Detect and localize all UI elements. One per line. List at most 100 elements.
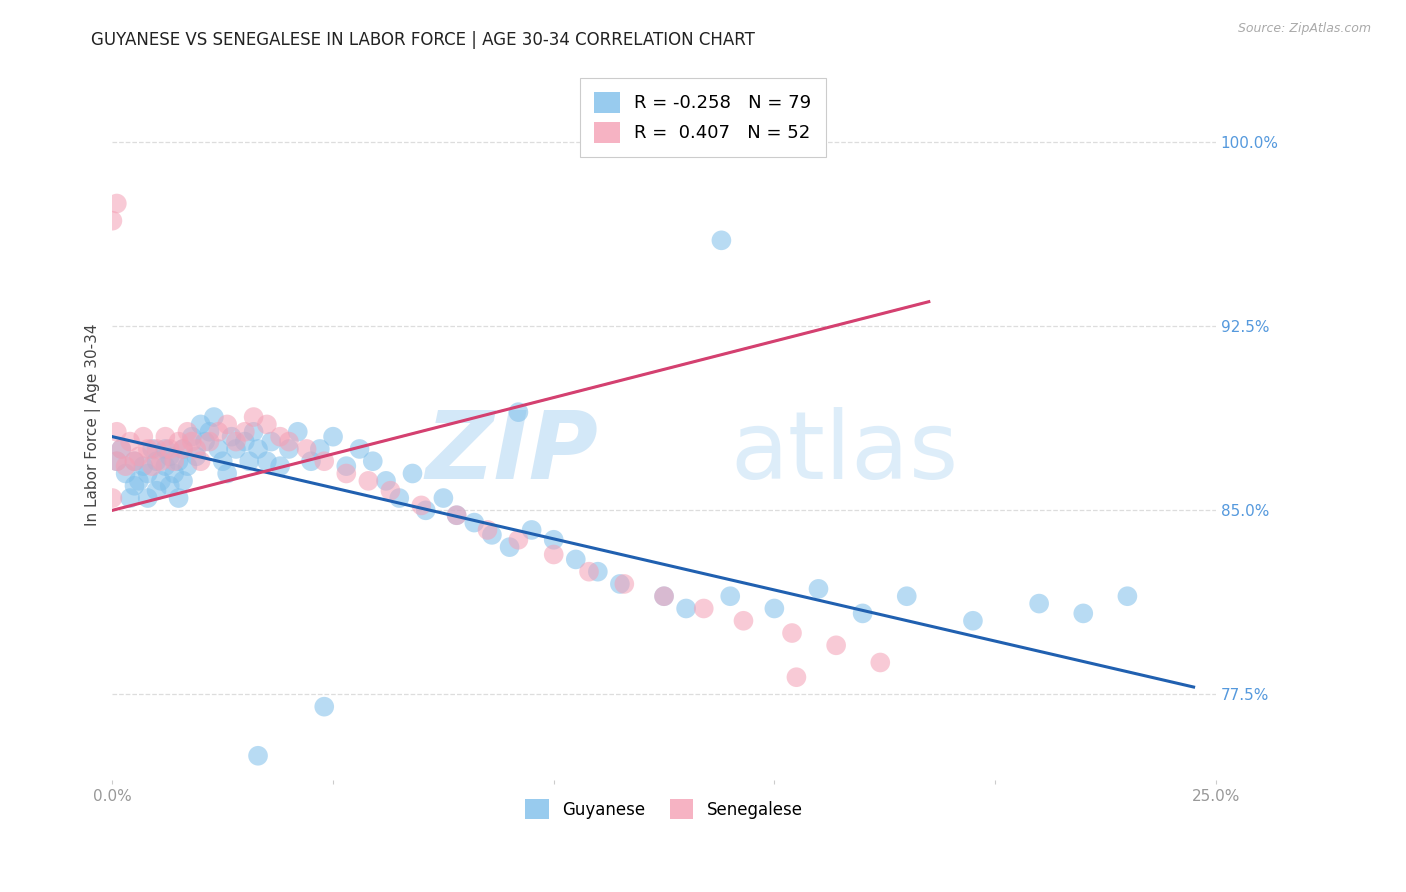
- Point: [114, 459, 136, 474]
- Point: [105, 425, 128, 439]
- Point: [710, 233, 733, 247]
- Point: [586, 565, 609, 579]
- Point: [1071, 607, 1094, 621]
- Point: [217, 417, 239, 432]
- Text: GUYANESE VS SENEGALESE IN LABOR FORCE | AGE 30-34 CORRELATION CHART: GUYANESE VS SENEGALESE IN LABOR FORCE | …: [91, 31, 755, 49]
- Point: [132, 459, 155, 474]
- Point: [207, 425, 229, 439]
- Point: [186, 442, 208, 456]
- Point: [159, 442, 181, 456]
- Point: [361, 454, 384, 468]
- Point: [411, 499, 433, 513]
- Point: [202, 410, 225, 425]
- Point: [287, 425, 309, 439]
- Point: [233, 425, 256, 439]
- Point: [186, 450, 208, 464]
- Point: [962, 614, 984, 628]
- Point: [609, 577, 631, 591]
- Point: [446, 508, 468, 523]
- Point: [256, 454, 278, 468]
- Text: atlas: atlas: [730, 407, 959, 499]
- Point: [176, 425, 198, 439]
- Legend: Guyanese, Senegalese: Guyanese, Senegalese: [519, 793, 810, 825]
- Point: [260, 434, 283, 449]
- Point: [446, 508, 468, 523]
- Point: [247, 442, 270, 456]
- Point: [335, 459, 357, 474]
- Point: [498, 540, 520, 554]
- Point: [269, 430, 291, 444]
- Point: [136, 491, 159, 505]
- Point: [277, 442, 299, 456]
- Point: [415, 503, 437, 517]
- Point: [128, 474, 150, 488]
- Point: [852, 607, 875, 621]
- Point: [508, 405, 530, 419]
- Point: [221, 430, 243, 444]
- Point: [578, 565, 600, 579]
- Point: [225, 434, 247, 449]
- Point: [233, 434, 256, 449]
- Point: [335, 467, 357, 481]
- Point: [198, 434, 221, 449]
- Point: [481, 528, 503, 542]
- Point: [120, 434, 142, 449]
- Point: [217, 467, 239, 481]
- Point: [256, 417, 278, 432]
- Point: [1116, 589, 1139, 603]
- Point: [375, 474, 398, 488]
- Point: [508, 533, 530, 547]
- Point: [238, 454, 260, 468]
- Point: [520, 523, 543, 537]
- Point: [675, 601, 697, 615]
- Point: [733, 614, 755, 628]
- Point: [124, 454, 146, 468]
- Point: [136, 467, 159, 481]
- Point: [180, 430, 202, 444]
- Point: [277, 434, 299, 449]
- Point: [613, 577, 636, 591]
- Point: [242, 410, 264, 425]
- Point: [314, 699, 336, 714]
- Point: [167, 434, 190, 449]
- Point: [180, 434, 202, 449]
- Point: [167, 454, 190, 468]
- Point: [825, 638, 848, 652]
- Point: [225, 442, 247, 456]
- Point: [149, 454, 172, 468]
- Point: [110, 442, 132, 456]
- Text: ZIP: ZIP: [425, 407, 598, 499]
- Point: [141, 459, 163, 474]
- Text: Source: ZipAtlas.com: Source: ZipAtlas.com: [1237, 22, 1371, 36]
- Point: [155, 430, 177, 444]
- Point: [163, 467, 186, 481]
- Point: [543, 533, 565, 547]
- Point: [896, 589, 918, 603]
- Point: [159, 450, 181, 464]
- Point: [401, 467, 423, 481]
- Point: [211, 454, 233, 468]
- Point: [565, 552, 588, 566]
- Point: [190, 454, 212, 468]
- Point: [543, 548, 565, 562]
- Point: [780, 626, 803, 640]
- Point: [101, 213, 124, 227]
- Point: [194, 434, 217, 449]
- Point: [114, 467, 136, 481]
- Point: [145, 454, 167, 468]
- Y-axis label: In Labor Force | Age 30-34: In Labor Force | Age 30-34: [86, 323, 101, 525]
- Point: [477, 523, 499, 537]
- Point: [101, 491, 124, 505]
- Point: [295, 442, 318, 456]
- Point: [1028, 597, 1050, 611]
- Point: [155, 459, 177, 474]
- Point: [357, 474, 380, 488]
- Point: [308, 442, 330, 456]
- Point: [141, 442, 163, 456]
- Point: [269, 459, 291, 474]
- Point: [432, 491, 454, 505]
- Point: [167, 491, 190, 505]
- Point: [314, 454, 336, 468]
- Point: [120, 491, 142, 505]
- Point: [388, 491, 411, 505]
